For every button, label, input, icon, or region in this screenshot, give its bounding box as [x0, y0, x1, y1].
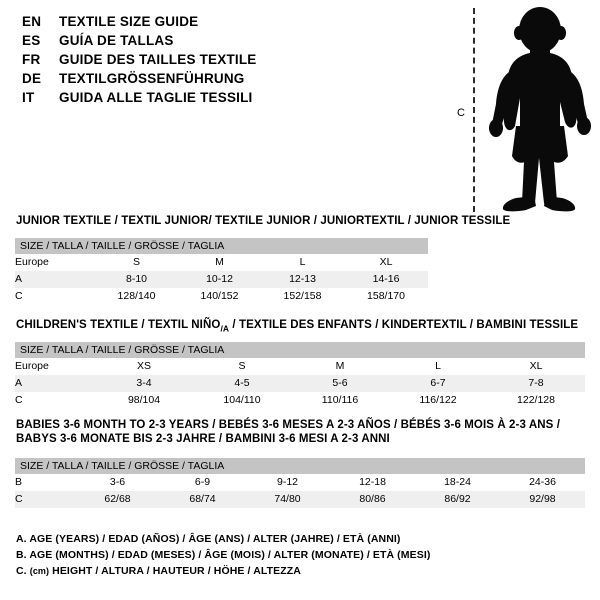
junior-band-label: SIZE / TALLA / TAILLE / GRÖSSE / TAGLIA — [15, 238, 429, 254]
table-row: A 8-10 10-12 12-13 14-16 — [15, 271, 429, 288]
table-row: B 3-6 6-9 9-12 12-18 18-24 24-36 — [15, 474, 586, 491]
legend-row-a: A. AGE (YEARS) / EDAD (AÑOS) / ÂGE (ANS)… — [16, 533, 401, 545]
cell: XL — [487, 358, 585, 375]
cell: 98/104 — [95, 392, 193, 409]
junior-size-table: SIZE / TALLA / TAILLE / GRÖSSE / TAGLIA … — [15, 238, 429, 305]
height-measure-dashed-line — [473, 8, 475, 212]
cell: 18-24 — [415, 474, 500, 491]
row-label: C — [15, 491, 75, 508]
cell: 158/170 — [344, 288, 429, 305]
language-code-it: IT — [22, 90, 35, 105]
section-title-babies-line1: BABIES 3-6 MONTH TO 2-3 YEARS / BEBÉS 3-… — [16, 419, 560, 431]
language-code-en: EN — [22, 14, 42, 29]
row-label: C — [15, 288, 95, 305]
cell: L — [261, 254, 344, 271]
cell: 140/152 — [178, 288, 261, 305]
children-band-label: SIZE / TALLA / TAILLE / GRÖSSE / TAGLIA — [15, 342, 585, 358]
cell: 128/140 — [95, 288, 178, 305]
legend-c-unit: (cm) — [29, 566, 50, 576]
cell: 6-9 — [160, 474, 245, 491]
cell: XL — [344, 254, 429, 271]
cell: 5-6 — [291, 375, 389, 392]
babies-band-label: SIZE / TALLA / TAILLE / GRÖSSE / TAGLIA — [15, 458, 586, 474]
cell: 4-5 — [193, 375, 291, 392]
cell: S — [95, 254, 178, 271]
row-label: A — [15, 271, 95, 288]
language-code-es: ES — [22, 33, 41, 48]
table-row: C 128/140 140/152 152/158 158/170 — [15, 288, 429, 305]
cell: M — [291, 358, 389, 375]
language-title-en: TEXTILE SIZE GUIDE — [59, 14, 199, 29]
language-row-fr: FR GUIDE DES TAILLES TEXTILE — [22, 50, 422, 69]
cell: 86/92 — [415, 491, 500, 508]
cell: L — [389, 358, 487, 375]
babies-table-band: SIZE / TALLA / TAILLE / GRÖSSE / TAGLIA — [15, 458, 586, 474]
height-measurement-figure: C — [440, 4, 600, 216]
section-title-children: CHILDREN'S TEXTILE / TEXTIL NIÑO/A / TEX… — [16, 318, 578, 335]
language-row-en: EN TEXTILE SIZE GUIDE — [22, 12, 422, 31]
cell: 80/86 — [330, 491, 415, 508]
legend-c-prefix: C. — [16, 565, 30, 577]
table-row: Europe XS S M L XL — [15, 358, 585, 375]
cell: 104/110 — [193, 392, 291, 409]
language-row-it: IT GUIDA ALLE TAGLIE TESSILI — [22, 88, 422, 107]
table-row: C 98/104 104/110 110/116 116/122 122/128 — [15, 392, 585, 409]
cell: 152/158 — [261, 288, 344, 305]
section-title-children-sub: /A — [220, 323, 230, 334]
legend-c-rest: HEIGHT / ALTURA / HAUTEUR / HÖHE / ALTEZ… — [49, 565, 301, 577]
cell: 122/128 — [487, 392, 585, 409]
legend-block: A. AGE (YEARS) / EDAD (AÑOS) / ÂGE (ANS)… — [16, 531, 576, 579]
language-title-it: GUIDA ALLE TAGLIE TESSILI — [59, 90, 253, 105]
measure-label-c: C — [457, 107, 465, 119]
language-title-es: GUÍA DE TALLAS — [59, 33, 174, 48]
junior-table-band: SIZE / TALLA / TAILLE / GRÖSSE / TAGLIA — [15, 238, 429, 254]
children-size-table: SIZE / TALLA / TAILLE / GRÖSSE / TAGLIA … — [15, 342, 585, 409]
section-title-junior: JUNIOR TEXTILE / TEXTIL JUNIOR/ TEXTILE … — [16, 215, 511, 227]
cell: 14-16 — [344, 271, 429, 288]
cell: 10-12 — [178, 271, 261, 288]
cell: 7-8 — [487, 375, 585, 392]
language-title-de: TEXTILGRÖSSENFÜHRUNG — [59, 71, 245, 86]
language-code-fr: FR — [22, 52, 41, 67]
cell: 3-4 — [95, 375, 193, 392]
cell: 116/122 — [389, 392, 487, 409]
row-label: A — [15, 375, 95, 392]
row-label: C — [15, 392, 95, 409]
cell: 110/116 — [291, 392, 389, 409]
cell: 24-36 — [500, 474, 586, 491]
cell: 9-12 — [245, 474, 330, 491]
cell: 12-13 — [261, 271, 344, 288]
toddler-silhouette-icon — [489, 7, 591, 212]
legend-row-b: B. AGE (MONTHS) / EDAD (MESES) / ÂGE (MO… — [16, 549, 431, 561]
row-label: Europe — [15, 254, 95, 271]
cell: 74/80 — [245, 491, 330, 508]
section-title-babies-line2: BABYS 3-6 MONATE BIS 2-3 JAHRE / BAMBINI… — [16, 433, 390, 445]
cell: 62/68 — [75, 491, 160, 508]
cell: 3-6 — [75, 474, 160, 491]
language-row-es: ES GUÍA DE TALLAS — [22, 31, 422, 50]
language-title-fr: GUIDE DES TAILLES TEXTILE — [59, 52, 257, 67]
children-table-band: SIZE / TALLA / TAILLE / GRÖSSE / TAGLIA — [15, 342, 585, 358]
section-title-children-pre: CHILDREN'S TEXTILE / TEXTIL NIÑO — [16, 319, 221, 331]
cell: XS — [95, 358, 193, 375]
babies-size-table: SIZE / TALLA / TAILLE / GRÖSSE / TAGLIA … — [15, 458, 586, 508]
language-row-de: DE TEXTILGRÖSSENFÜHRUNG — [22, 69, 422, 88]
section-title-babies: BABIES 3-6 MONTH TO 2-3 YEARS / BEBÉS 3-… — [16, 418, 560, 446]
row-label: B — [15, 474, 75, 491]
cell: 92/98 — [500, 491, 586, 508]
cell: 68/74 — [160, 491, 245, 508]
row-label: Europe — [15, 358, 95, 375]
section-title-children-post: / TEXTILE DES ENFANTS / KINDERTEXTIL / B… — [229, 319, 579, 331]
language-code-de: DE — [22, 71, 42, 86]
cell: 6-7 — [389, 375, 487, 392]
cell: 12-18 — [330, 474, 415, 491]
cell: M — [178, 254, 261, 271]
language-title-block: EN TEXTILE SIZE GUIDE ES GUÍA DE TALLAS … — [22, 12, 422, 107]
legend-row-c: C. (cm) HEIGHT / ALTURA / HAUTEUR / HÖHE… — [16, 563, 576, 579]
cell: 8-10 — [95, 271, 178, 288]
table-row: Europe S M L XL — [15, 254, 429, 271]
cell: S — [193, 358, 291, 375]
table-row: C 62/68 68/74 74/80 80/86 86/92 92/98 — [15, 491, 586, 508]
table-row: A 3-4 4-5 5-6 6-7 7-8 — [15, 375, 585, 392]
